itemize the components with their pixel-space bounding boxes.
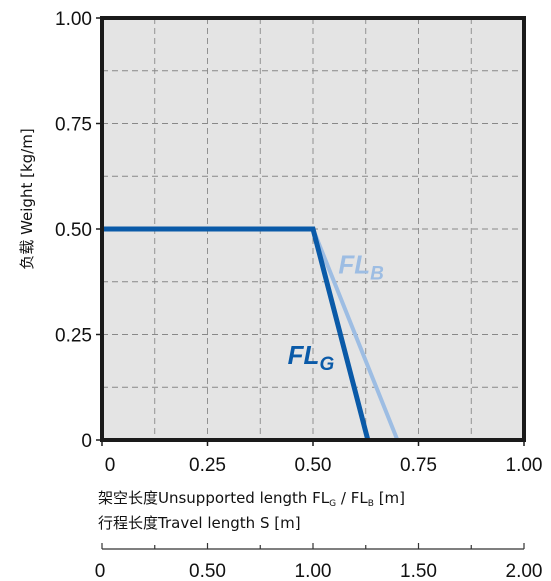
x-axis-title-sub-g: G xyxy=(329,499,336,509)
y-tick-label: 0.50 xyxy=(55,220,92,241)
x-axis-title-suffix: [m] xyxy=(374,489,405,507)
y-axis-ticks: 0 0.25 0.50 0.75 1.00 xyxy=(55,9,102,452)
x-axis-title-prefix: 架空长度Unsupported length FL xyxy=(98,489,330,507)
series-label-sub: B xyxy=(370,263,384,284)
y-tick-label: 0.75 xyxy=(55,115,92,136)
x-axis-title-travel: 行程长度Travel length S [m] xyxy=(98,514,301,532)
x-axis-ticks: 0 0.25 0.50 0.75 1.00 xyxy=(101,440,543,476)
x-tick-label: 0 xyxy=(105,455,116,476)
travel-axis-ticks: 0 0.50 1.00 1.50 2.00 xyxy=(95,543,543,581)
y-axis-title: 负载 Weight [kg/m] xyxy=(18,128,36,269)
series-label-flg: FLG xyxy=(288,340,335,375)
x-axis-title-sub-b: B xyxy=(368,499,374,509)
y-tick-label: 1.00 xyxy=(55,9,92,30)
x-tick-label: 0.75 xyxy=(400,455,437,476)
x-tick-label: 0.50 xyxy=(295,455,332,476)
travel-tick-label: 1.00 xyxy=(295,561,332,581)
x-tick-label: 0.25 xyxy=(189,455,226,476)
series-label-main: FL xyxy=(338,249,370,279)
travel-tick-label: 0 xyxy=(95,561,106,581)
x-axis-title-mid: / FL xyxy=(336,489,368,507)
series-label-main: FL xyxy=(288,340,320,370)
travel-tick-label: 2.00 xyxy=(506,561,543,581)
y-tick-label: 0.25 xyxy=(55,326,92,347)
x-axis-title-unsupported: 架空长度Unsupported length FLG / FLB [m] xyxy=(98,489,405,509)
series-line-flg xyxy=(102,226,371,441)
travel-tick-label: 1.50 xyxy=(400,561,437,581)
travel-tick-label: 0.50 xyxy=(189,561,226,581)
x-tick-label: 1.00 xyxy=(506,455,543,476)
series-label-flb: FLB xyxy=(338,249,384,284)
series-label-sub: G xyxy=(319,354,334,375)
y-tick-label: 0 xyxy=(81,431,92,452)
